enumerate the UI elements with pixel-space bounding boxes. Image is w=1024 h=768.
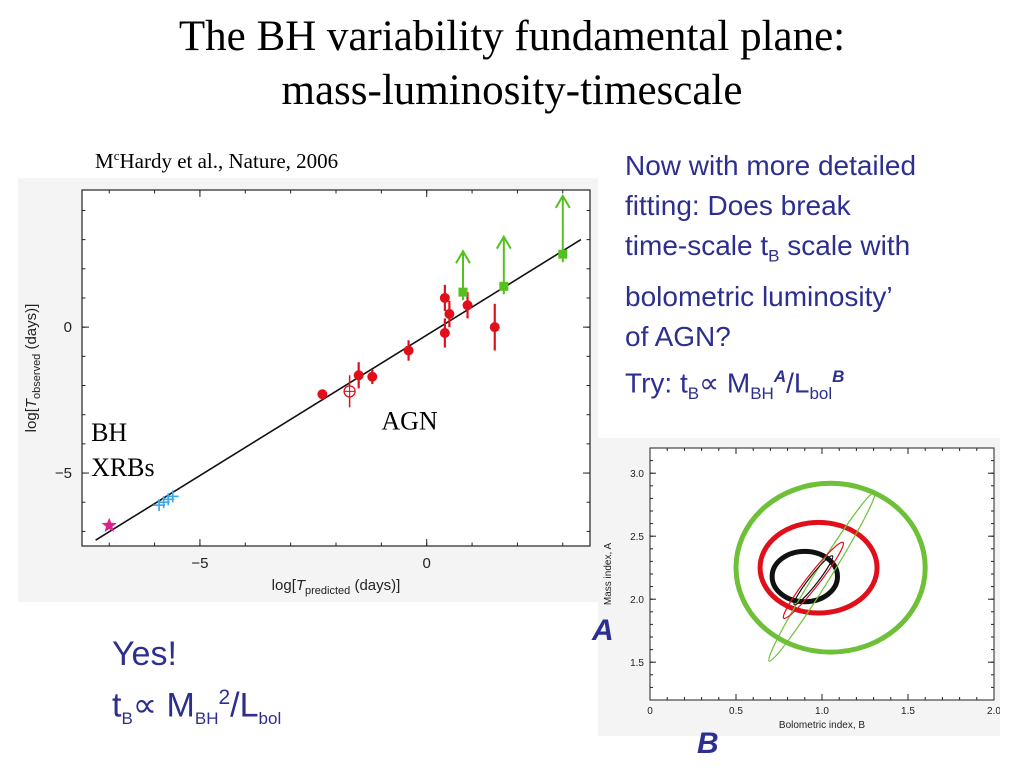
slide-title: The BH variability fundamental plane: ma… [0,10,1024,118]
x-tick-label: 1.0 [815,706,829,717]
agn-point [353,370,364,381]
citation-prefix: M [95,149,114,173]
citation: McHardy et al., Nature, 2006 [95,148,338,174]
y-axis-label: log[Tobserved (days)] [23,304,43,433]
lower-limit-point [458,287,468,297]
x-tick-label: 0.5 [729,706,743,717]
contour-0 [733,480,928,655]
answer-line-1: Yes! [112,635,177,673]
question-text: Now with more detailed fitting: Does bre… [625,146,1017,414]
contour-4 [782,541,845,620]
lower-limit-point [558,249,568,259]
title-line-1: The BH variability fundamental plane: [178,13,846,60]
try-sub-bol: bol [809,383,833,403]
limit-arrow-head [554,193,571,209]
axis-label-b: B [697,727,719,760]
limit-arrow-head [455,249,471,264]
contour-3 [768,491,876,662]
citation-rest: Hardy et al., Nature, 2006 [119,149,339,173]
star-point [101,517,117,532]
contour-frame [649,447,995,701]
question-line-3-b: scale with [779,230,911,261]
try-mid: /L [786,366,810,398]
contour-5 [793,555,834,606]
contour-2 [769,548,840,605]
answer-sup-2: 2 [218,686,231,709]
x-tick-label: 0 [647,706,653,717]
answer-sub-b: B [121,709,133,729]
agn-point [439,327,450,338]
axis-label-a: A [592,614,614,647]
try-prop: ∝ M [699,366,751,398]
y-tick-label: 0 [64,319,72,336]
try-sup-a: A [773,366,787,386]
answer-sub-bh: BH [194,709,219,729]
contour-svg: 0 0.5 1.0 1.5 2.0 1.5 2.0 2.5 3.0 Bolometric inde… [603,447,1001,731]
y-tick-label: −5 [55,465,72,482]
question-line-4: bolometric luminosity’ [625,280,893,312]
answer-slash: /L [230,686,259,725]
question-line-5: of AGN? [625,320,731,352]
y-tick-label: 2.5 [630,532,644,543]
agn-point [317,389,328,400]
x-tick-label: 2.0 [987,706,1000,717]
agn-point [439,292,450,303]
annotation-xrbs: XRBs [91,453,155,482]
x-axis-label: Bolometric index, B [779,720,865,731]
annotation-agn: AGN [381,406,438,435]
y-tick-label: 3.0 [630,469,644,480]
fundamental-plane-svg: −5 0 0 −5 log[Tpredicted (days)] log[Tobserve… [23,189,591,597]
answer-sub-bol: bol [258,709,282,729]
question-line-3-a: time-scale t [625,230,769,261]
question-line-3: time-scale tB scale with [625,226,1017,277]
x-tick-label: −5 [191,555,208,572]
try-sub-bh: BH [750,383,774,403]
answer-t: t [112,686,122,725]
try-sup-b: B [832,366,845,386]
x-tick-label: 0 [423,555,431,572]
question-line-2: fitting: Does break [625,190,851,221]
agn-point [444,309,455,320]
limit-arrow-head [495,234,512,250]
answer-prop: ∝ M [132,686,195,725]
citation-superscript: c [113,148,120,163]
contour-plot: 0 0.5 1.0 1.5 2.0 1.5 2.0 2.5 3.0 Bolometric inde… [598,438,1001,736]
try-prefix: Try: t [625,366,688,398]
lower-limit-point [499,281,509,291]
try-sub-b: B [687,383,700,403]
title-line-2: mass-luminosity-timescale [281,67,743,114]
y-axis-label: Mass index, A [603,543,614,606]
fundamental-plane-plot: −5 0 0 −5 log[Tpredicted (days)] log[Tobserve… [18,178,598,602]
question-line-1: Now with more detailed [625,150,917,181]
agn-point [489,322,500,333]
y-tick-label: 1.5 [630,658,644,669]
agn-point [462,300,473,311]
y-tick-label: 2.0 [630,595,644,606]
plot-frame [81,189,591,547]
annotation-bh: BH [91,418,127,447]
x-tick-label: 1.5 [901,706,915,717]
question-line-6: Try: tB∝ MBHA/LbolB [625,357,1017,414]
question-line-3-sub: B [768,246,780,266]
x-axis-label: log[Tpredicted (days)] [272,577,401,597]
agn-point [367,371,378,382]
answer-line-2: tB∝ MBH2/Lbol [112,676,281,741]
answer-text: Yes! tB∝ MBH2/Lbol [112,632,281,741]
contour-1 [757,519,880,616]
agn-point [403,345,414,356]
